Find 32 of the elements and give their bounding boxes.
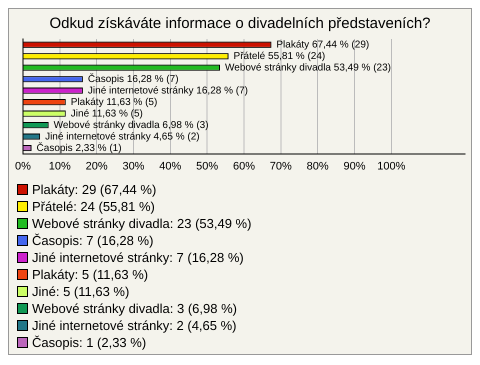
x-tick-label: 100% <box>377 160 406 172</box>
x-tick-label: 60% <box>232 160 256 172</box>
data-label: Jiné internetové stránky 4,65 % (2) <box>45 131 200 142</box>
x-tick-label: 50% <box>196 160 218 172</box>
legend-label: Časopis: 7 (16,28 %) <box>32 232 154 249</box>
data-label: Plakáty 67,44 % (29) <box>276 39 370 50</box>
x-tick-label: 10% <box>48 160 72 172</box>
legend-label: Webové stránky divadla: 23 (53,49 %) <box>32 215 252 232</box>
x-tick-label: 80% <box>306 160 329 172</box>
legend-label: Jiné: 5 (11,63 %) <box>32 283 130 300</box>
x-tick-label: 0% <box>14 160 32 172</box>
legend-label: Časopis: 1 (2,33 %) <box>32 334 146 351</box>
x-tick-label: 30% <box>122 160 145 172</box>
data-label: Přátelé 55,81 % (24) <box>234 50 326 62</box>
x-tick-label: 90% <box>343 160 366 172</box>
data-label: Webové stránky divadla 53,49 % (23) <box>224 62 392 74</box>
x-tick-label: 70% <box>270 160 292 172</box>
legend-label: Přátelé: 24 (55,81 %) <box>32 198 155 215</box>
legend-label: Plakáty: 29 (67,44 %) <box>32 181 156 198</box>
data-label: Webové stránky divadla 6,98 % (3) <box>54 120 209 131</box>
chart-title: Odkud získáváte informace o divadelních představeních? <box>49 15 431 32</box>
x-tick-label: 40% <box>159 160 182 172</box>
data-label: Jiné internetové stránky 16,28 % (7) <box>88 85 248 96</box>
data-label: Časopis 16,28 % (7) <box>88 72 179 85</box>
x-tick-label: 20% <box>86 160 108 172</box>
data-label: Plakáty 11,63 % (5) <box>70 96 158 108</box>
legend-label: Plakáty: 5 (11,63 %) <box>32 266 148 283</box>
legend-label: Jiné internetové stránky: 7 (16,28 %) <box>32 249 244 266</box>
legend-label: Jiné internetové stránky: 2 (4,65 %) <box>32 317 236 334</box>
legend-label: Webové stránky divadla: 3 (6,98 %) <box>32 300 237 317</box>
data-label: Časopis 2,33 % (1) <box>36 142 122 154</box>
data-label: Jiné 11,63 % (5) <box>70 108 143 120</box>
